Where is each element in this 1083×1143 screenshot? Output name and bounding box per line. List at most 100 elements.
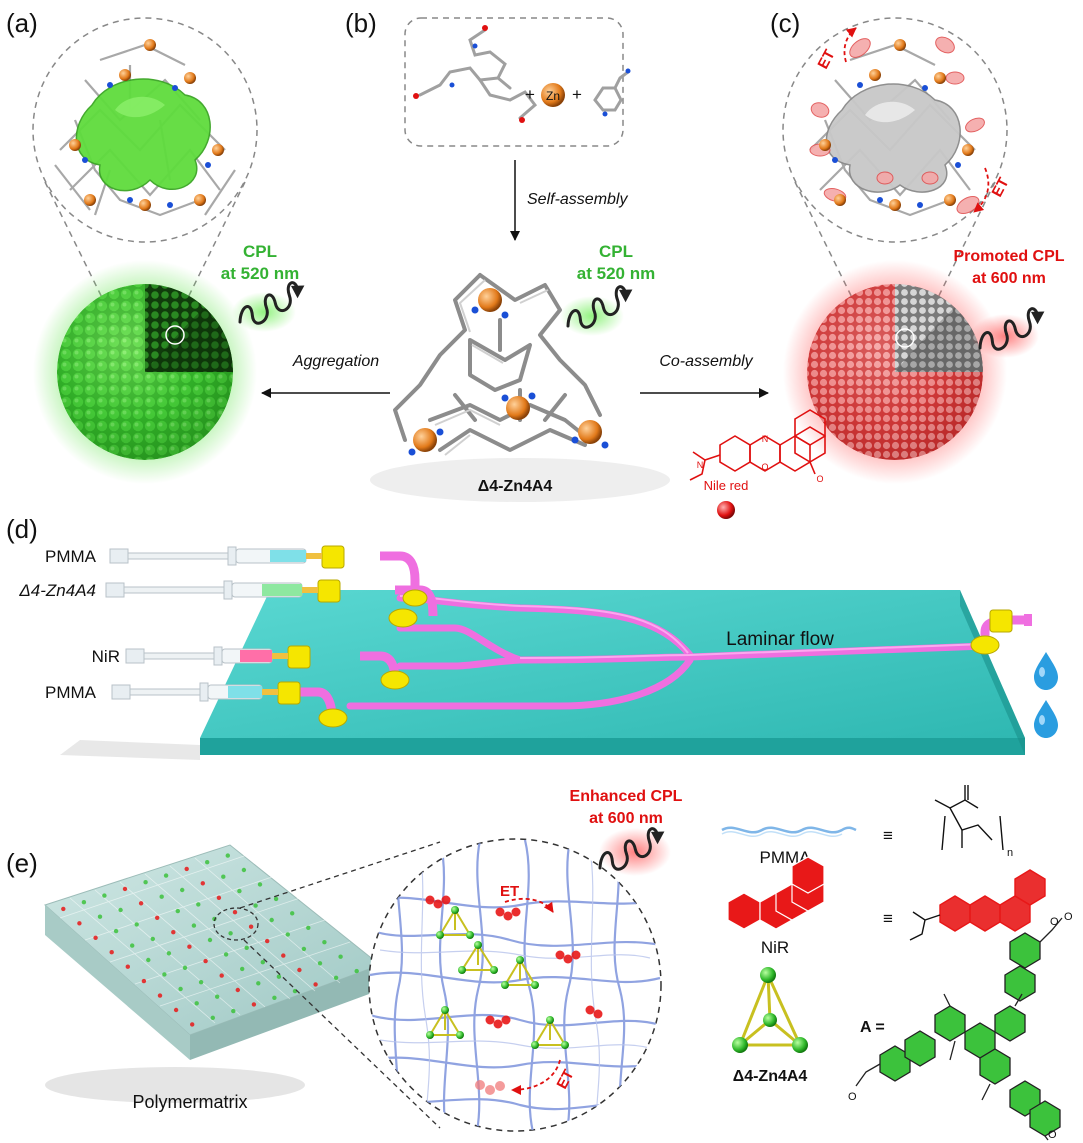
cpl-c-line2: at 600 nm xyxy=(972,270,1046,287)
pmma-subscript-n: n xyxy=(1007,847,1013,859)
et-label-c-right: ET xyxy=(989,175,1013,200)
film-emitter-dot xyxy=(141,978,147,984)
film-emitter-dot xyxy=(93,935,98,940)
nile-red-label: Nile red xyxy=(704,478,749,493)
film-emitter-dot xyxy=(269,917,274,923)
film-emitter-dot xyxy=(113,928,119,934)
film-emitter-dot xyxy=(244,945,249,950)
cage-legend-label: Δ4-Zn4A4 xyxy=(733,1068,808,1085)
zoom-line-e-top xyxy=(239,841,441,909)
syringe-label-1: PMMA xyxy=(45,547,97,566)
aggregation-label: Aggregation xyxy=(292,353,379,370)
film-emitter-dot xyxy=(297,967,302,973)
film-emitter-dot xyxy=(125,964,130,969)
syringe-3 xyxy=(125,646,288,666)
nir-structure xyxy=(909,869,1046,941)
panel-e-letter: (e) xyxy=(6,848,38,878)
film-emitter-dot xyxy=(134,922,139,927)
film-emitter-dot xyxy=(171,930,176,935)
droplet-icon-1 xyxy=(1034,652,1058,690)
film-emitter-dot xyxy=(210,1015,215,1020)
zn-ion-ball xyxy=(541,83,565,107)
film-emitter-dot xyxy=(159,894,164,899)
nile-red-dot-icon xyxy=(717,501,735,519)
film-emitter-dot xyxy=(61,906,66,912)
film-emitter-dot xyxy=(313,982,318,987)
cpl-a-line2: at 520 nm xyxy=(221,264,299,283)
film-emitter-dot xyxy=(191,923,197,928)
syringe-1 xyxy=(109,546,322,566)
film-emitter-dot xyxy=(102,893,107,898)
panel-d-letter: (d) xyxy=(6,514,38,544)
zoom-circle-a xyxy=(32,17,258,243)
film-zoom-marker xyxy=(213,907,259,941)
ligand-aldehyde-o-left: O xyxy=(848,1091,857,1103)
film-emitter-dot xyxy=(241,867,247,873)
film-emitter-dot xyxy=(187,944,192,949)
nir-ketone-o: O xyxy=(1050,916,1059,928)
film-emitter-dot xyxy=(77,921,82,926)
et-arrow-right xyxy=(973,167,990,213)
film-emitter-dot xyxy=(333,975,339,980)
film-emitter-dot xyxy=(221,874,226,879)
et-label-c-top: ET xyxy=(815,47,839,72)
film-emitter-dot xyxy=(122,886,128,892)
film-emitter-dot xyxy=(205,860,210,865)
film-emitter-dot xyxy=(290,911,295,916)
equiv-sign-1: ≡ xyxy=(883,826,893,845)
film-emitter-dot xyxy=(182,965,188,970)
panel-c-letter: (c) xyxy=(770,8,800,38)
cpl-e-line1: Enhanced CPL xyxy=(570,788,683,805)
co-assembly-label: Co-assembly xyxy=(659,353,753,370)
film-emitter-dot xyxy=(203,958,208,964)
film-emitter-dot xyxy=(322,940,327,945)
syringe-4 xyxy=(111,682,278,702)
et-label-e-top: ET xyxy=(500,883,519,900)
film-emitter-dot xyxy=(97,914,103,919)
cpl-a-glow xyxy=(232,292,296,332)
film-emitter-dot xyxy=(232,910,238,915)
film-emitter-dot xyxy=(301,946,307,952)
film-emitter-dot xyxy=(81,900,87,905)
red-nanosphere xyxy=(807,284,983,460)
film-emitter-dot xyxy=(235,987,240,993)
plus-sign-1: + xyxy=(525,85,535,104)
nile-red-structure xyxy=(689,409,826,481)
panel-a: (a) xyxy=(6,8,390,484)
film-emitter-dot xyxy=(223,952,229,957)
panel-b: (b) + Zn + Self-assembly CPL at 520 nm xyxy=(345,8,670,502)
panel-a-letter: (a) xyxy=(6,8,38,38)
reactants-box xyxy=(404,17,624,147)
et-arrow-top xyxy=(843,27,857,63)
film-emitter-dot xyxy=(281,953,286,958)
film-emitter-dot xyxy=(180,887,185,893)
cpl-c-line1: Promoted CPL xyxy=(953,248,1064,265)
droplet-icon-2 xyxy=(1034,700,1058,738)
cpl-b-line2: at 520 nm xyxy=(577,264,655,283)
microfluidic-chip xyxy=(60,590,1025,760)
film-emitter-dot xyxy=(143,880,148,885)
film-emitter-dot xyxy=(190,1022,195,1027)
film-emitter-dot xyxy=(272,995,277,1000)
panel-d: (d) xyxy=(6,514,1058,760)
film-emitter-dot xyxy=(256,981,261,986)
pmma-chain-icon xyxy=(721,826,857,834)
laminar-flow-label: Laminar flow xyxy=(726,629,834,650)
cage-label-b: Δ4-Zn4A4 xyxy=(478,478,553,495)
plus-sign-2: + xyxy=(572,85,582,104)
nir-legend-label: NiR xyxy=(761,938,789,957)
cpl-a-line1: CPL xyxy=(243,242,277,261)
et-arrow-e-bottom xyxy=(511,1059,561,1095)
syringe-2-fluid xyxy=(262,584,302,596)
cpl-b-glow xyxy=(560,296,624,336)
film-label: Polymermatrix xyxy=(132,1092,247,1112)
ligand-a-structure xyxy=(855,917,1063,1141)
film-emitter-dot xyxy=(109,950,114,955)
film-emitter-dots xyxy=(61,853,359,1027)
cpl-b-line1: CPL xyxy=(599,242,633,261)
film-emitter-dot xyxy=(219,973,224,978)
film-emitter-dot xyxy=(251,1002,257,1007)
panel-b-letter: (b) xyxy=(345,8,377,38)
film-emitter-dot xyxy=(338,954,343,959)
